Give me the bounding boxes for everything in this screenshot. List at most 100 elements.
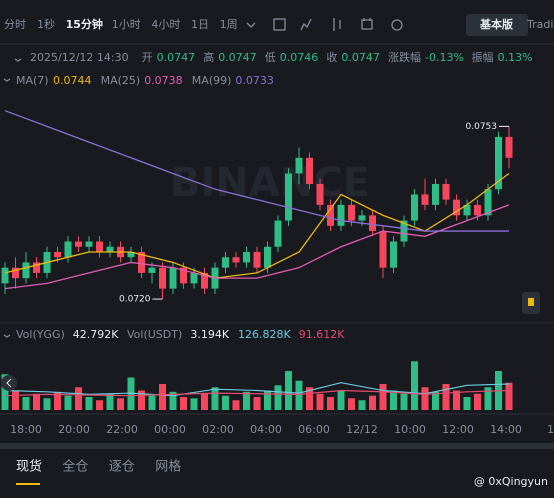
interval-tab[interactable]: 1周	[220, 18, 238, 31]
ohlc-date: 2025/12/12 14:30	[30, 51, 129, 64]
volume-bar	[474, 393, 481, 410]
volume-bar	[463, 397, 471, 410]
volume-bar	[232, 400, 240, 410]
candle-body	[505, 136, 513, 158]
ma-line	[4, 110, 509, 232]
volume-bar	[180, 397, 187, 410]
volume-bar	[285, 371, 292, 410]
candle-body	[85, 241, 93, 247]
volume-bar	[264, 390, 271, 410]
bottom-tab[interactable]: 全仓	[62, 459, 88, 475]
view-tab[interactable]: TradingView	[526, 18, 554, 31]
volume-bar	[411, 361, 418, 410]
collapse-icon[interactable]	[14, 58, 22, 62]
interval-tab[interactable]: 15分钟	[66, 17, 103, 31]
volume-bar	[432, 391, 439, 410]
candle-body	[306, 157, 313, 184]
ohlc-value: 0.0747	[157, 51, 196, 64]
ohlc-value: 0.13%	[498, 51, 533, 64]
candle-body	[432, 183, 439, 205]
indicator-icon[interactable]	[273, 18, 286, 31]
arrow	[6, 378, 12, 388]
view-tab[interactable]: 基本版	[479, 17, 513, 31]
ma-value: 0.0744	[53, 74, 92, 87]
candle-body	[337, 204, 345, 226]
vol-ma-line	[4, 389, 510, 397]
candle-body	[274, 220, 282, 247]
view-tab-bg[interactable]	[466, 14, 528, 36]
vol-value: 3.194K	[190, 328, 229, 341]
candle-body	[327, 204, 334, 226]
volume-bar	[1, 374, 9, 410]
bottom-tab[interactable]: 网格	[155, 459, 181, 475]
dropdown-icon[interactable]	[246, 22, 256, 28]
candle-body	[295, 157, 303, 174]
candle-body	[169, 267, 177, 289]
ma-name: MA(25)	[101, 74, 141, 87]
volume-bar	[274, 385, 282, 410]
ohlc-value: 0.0746	[280, 51, 319, 64]
time-label: 18:00	[10, 423, 42, 436]
volume-bar	[505, 382, 513, 410]
candle-body	[358, 215, 366, 221]
volume-bar	[400, 393, 408, 410]
collapse-icon[interactable]	[3, 78, 11, 82]
ma-name: MA(99)	[192, 74, 232, 87]
volume-bar	[138, 390, 145, 410]
more-icon[interactable]	[391, 19, 403, 31]
ohlc-value: -0.13%	[425, 51, 464, 64]
bottom-tab[interactable]: 逐仓	[109, 460, 135, 475]
volume-bar	[295, 380, 303, 410]
candle-body	[54, 251, 61, 258]
candle-body	[138, 251, 145, 273]
interval-tab[interactable]: 1秒	[37, 17, 55, 31]
time-label: 02:00	[202, 423, 234, 436]
volume-bar	[22, 397, 30, 410]
scroll-button[interactable]	[1, 375, 17, 391]
volume-bar	[106, 393, 114, 410]
candle-body	[159, 267, 166, 289]
volume-bar	[358, 400, 366, 410]
vol-name: Vol(YGG)	[16, 328, 65, 341]
interval-tab[interactable]: 4小时	[151, 18, 180, 31]
volume-bar	[75, 387, 82, 410]
ohlc-label: 涨跌幅	[388, 50, 421, 64]
volume-bar	[201, 393, 208, 410]
candle-body	[264, 246, 271, 268]
time-label: 12/12	[346, 423, 378, 436]
candle-body	[243, 251, 250, 263]
candle-body	[106, 246, 114, 252]
candle-body	[190, 272, 198, 284]
volume-bar	[43, 398, 51, 410]
bottom-tab[interactable]: 现货	[16, 459, 42, 475]
interval-tab[interactable]: 1日	[191, 18, 209, 31]
time-label: 20:00	[58, 423, 90, 436]
collapse-icon[interactable]	[3, 334, 11, 338]
volume-bar	[64, 395, 72, 410]
candle-body	[463, 204, 471, 216]
candle-body	[180, 267, 187, 284]
ohlc-label: 低	[265, 51, 276, 64]
line-icon[interactable]	[300, 18, 312, 31]
candle-icon[interactable]	[333, 18, 341, 31]
time-label: 04:00	[250, 423, 282, 436]
candle-body	[453, 199, 460, 216]
candle-body	[64, 241, 72, 258]
volume-bar	[253, 397, 261, 410]
candle-body	[484, 189, 492, 216]
toolbar-icons[interactable]	[3, 18, 403, 338]
volume-bar	[484, 387, 492, 410]
volume-bar	[306, 387, 313, 410]
interval-tab[interactable]: 分时	[4, 18, 26, 31]
volume-bar	[211, 387, 219, 410]
ma-line	[4, 204, 510, 290]
candle-body	[369, 215, 376, 232]
annotation-label: 0.0720	[119, 295, 151, 305]
candle-body	[442, 183, 450, 200]
time-label: 22:00	[106, 423, 138, 436]
candle-body	[232, 257, 240, 263]
settings-icon[interactable]	[361, 18, 373, 30]
interval-tab[interactable]: 1小时	[112, 18, 141, 31]
